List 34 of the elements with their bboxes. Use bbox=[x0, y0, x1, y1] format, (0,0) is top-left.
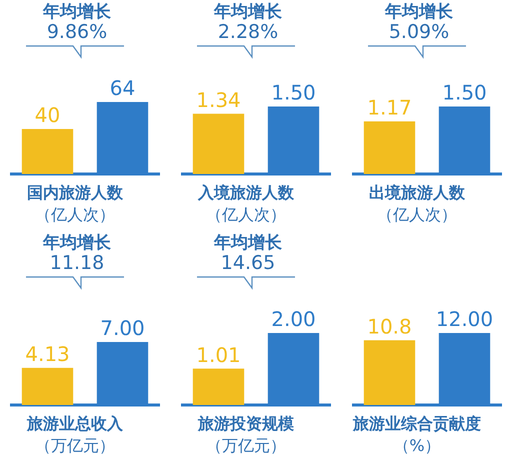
data-label: 1.01 bbox=[196, 342, 241, 367]
chart-subtitle: 2.28% bbox=[216, 21, 280, 43]
chart-subtitle: 5.09% bbox=[388, 21, 450, 43]
x-axis-title: 国内旅游人数 bbox=[26, 182, 124, 204]
text: （%） bbox=[392, 435, 442, 457]
data-label: 2.00 bbox=[271, 307, 316, 332]
x-axis-title: 旅游业总收入 bbox=[26, 413, 124, 435]
chart-title: 年均增长 bbox=[42, 2, 112, 22]
data-label: 1.50 bbox=[271, 80, 316, 105]
chart-subtitle: 9.86% bbox=[46, 21, 108, 43]
x-axis-title: 旅游投资规模 bbox=[196, 413, 295, 435]
data-label: 1.50 bbox=[442, 80, 487, 105]
chart-title: 年均增长 bbox=[42, 233, 112, 253]
text: （亿人次） bbox=[376, 204, 458, 226]
data-label: 7.00 bbox=[100, 316, 145, 340]
chart-title: 年均增长 bbox=[212, 233, 283, 253]
chart-title: 年均增长 bbox=[384, 2, 454, 22]
x-axis-title: 出境旅游人数 bbox=[368, 182, 466, 204]
text: （亿人次） bbox=[205, 204, 287, 226]
data-label: 4.13 bbox=[25, 342, 70, 366]
text: （万亿元） bbox=[34, 435, 116, 457]
chart-title: 年均增长 bbox=[212, 2, 283, 22]
chart-subtitle: 11.18 bbox=[48, 252, 106, 274]
x-axis-title: 旅游业综合贡献度 bbox=[352, 413, 482, 435]
text: （万亿元） bbox=[205, 435, 287, 457]
data-label: 1.17 bbox=[367, 96, 412, 120]
data-label: 40 bbox=[34, 103, 60, 128]
x-axis-title: 入境旅游人数 bbox=[196, 182, 295, 204]
text: （亿人次） bbox=[34, 204, 116, 226]
data-label: 1.34 bbox=[196, 88, 241, 112]
data-label: 12.00 bbox=[436, 307, 494, 332]
chart-subtitle: 14.65 bbox=[220, 252, 276, 274]
data-label: 64 bbox=[110, 76, 136, 100]
data-label: 10.8 bbox=[367, 314, 412, 338]
